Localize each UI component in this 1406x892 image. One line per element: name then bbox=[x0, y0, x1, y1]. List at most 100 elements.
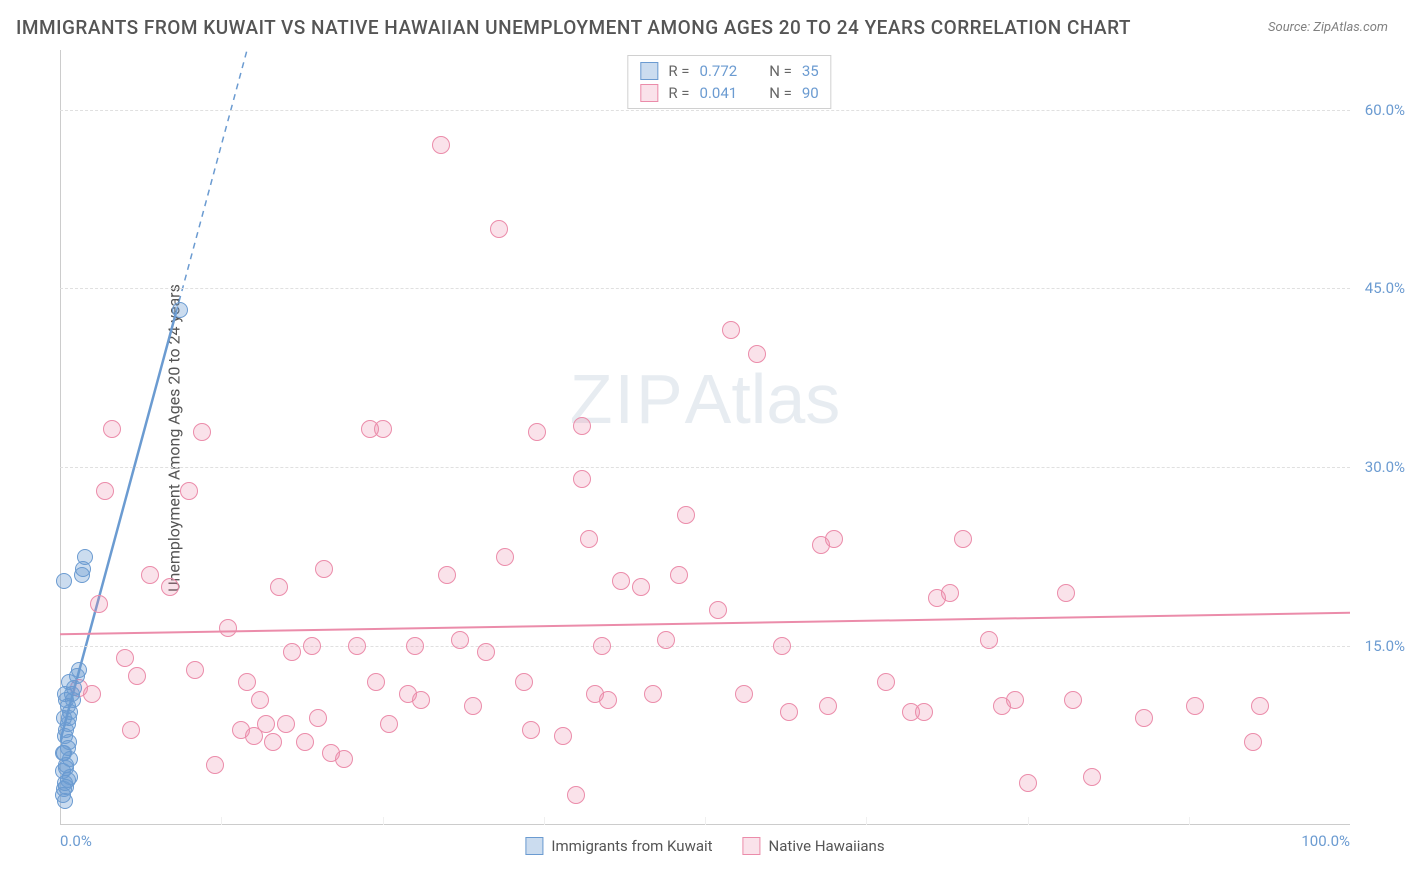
x-tick-label: 0.0% bbox=[60, 832, 92, 850]
data-point bbox=[825, 530, 843, 548]
data-point bbox=[1057, 584, 1075, 602]
legend-swatch bbox=[640, 62, 658, 80]
legend-r-label: R = bbox=[668, 84, 689, 102]
data-point bbox=[1251, 697, 1269, 715]
data-point bbox=[1006, 691, 1024, 709]
data-point bbox=[941, 584, 959, 602]
data-point bbox=[116, 649, 134, 667]
data-point bbox=[57, 686, 73, 702]
data-point bbox=[367, 673, 385, 691]
data-point bbox=[206, 756, 224, 774]
data-point bbox=[735, 685, 753, 703]
chart-title: IMMIGRANTS FROM KUWAIT VS NATIVE HAWAIIA… bbox=[16, 16, 1131, 39]
data-point bbox=[567, 786, 585, 804]
legend-series-item: Immigrants from Kuwait bbox=[525, 837, 712, 855]
data-point bbox=[709, 601, 727, 619]
y-tick-label: 45.0% bbox=[1365, 279, 1405, 297]
data-point bbox=[954, 530, 972, 548]
data-point bbox=[1186, 697, 1204, 715]
data-point bbox=[186, 661, 204, 679]
data-point bbox=[438, 566, 456, 584]
data-point bbox=[748, 345, 766, 363]
legend-swatch bbox=[525, 837, 543, 855]
legend-series: Immigrants from Kuwait Native Hawaiians bbox=[525, 837, 884, 855]
data-point bbox=[56, 710, 72, 726]
watermark: ZIPAtlas bbox=[570, 359, 841, 439]
legend-n-value: 35 bbox=[802, 62, 819, 80]
y-tick-label: 15.0% bbox=[1365, 637, 1405, 655]
grid-line-y bbox=[60, 646, 1350, 647]
data-point bbox=[1135, 709, 1153, 727]
data-point bbox=[915, 703, 933, 721]
x-minor-tick bbox=[866, 817, 867, 825]
data-point bbox=[90, 595, 108, 613]
data-point bbox=[780, 703, 798, 721]
data-point bbox=[477, 643, 495, 661]
data-point bbox=[877, 673, 895, 691]
data-point bbox=[303, 637, 321, 655]
data-point bbox=[612, 572, 630, 590]
data-point bbox=[56, 573, 72, 589]
data-point bbox=[180, 482, 198, 500]
trend-lines-svg bbox=[60, 50, 1350, 825]
data-point bbox=[464, 697, 482, 715]
data-point bbox=[103, 420, 121, 438]
watermark-suffix: Atlas bbox=[685, 360, 841, 438]
data-point bbox=[490, 220, 508, 238]
legend-series-item: Native Hawaiians bbox=[743, 837, 885, 855]
legend-n-label: N = bbox=[769, 62, 792, 80]
x-minor-tick bbox=[221, 817, 222, 825]
data-point bbox=[528, 423, 546, 441]
data-point bbox=[722, 321, 740, 339]
source-attribution: Source: ZipAtlas.com bbox=[1268, 20, 1388, 35]
data-point bbox=[277, 715, 295, 733]
data-point bbox=[599, 691, 617, 709]
data-point bbox=[238, 673, 256, 691]
data-point bbox=[432, 136, 450, 154]
chart-area: Unemployment Among Ages 20 to 24 years Z… bbox=[50, 50, 1350, 825]
grid-line-y bbox=[60, 110, 1350, 111]
data-point bbox=[374, 420, 392, 438]
data-point bbox=[172, 302, 188, 318]
data-point bbox=[515, 673, 533, 691]
data-point bbox=[412, 691, 430, 709]
data-point bbox=[1083, 768, 1101, 786]
data-point bbox=[406, 637, 424, 655]
data-point bbox=[83, 685, 101, 703]
data-point bbox=[335, 750, 353, 768]
data-point bbox=[128, 667, 146, 685]
y-tick-label: 30.0% bbox=[1365, 458, 1405, 476]
data-point bbox=[522, 721, 540, 739]
grid-line-y bbox=[60, 288, 1350, 289]
x-minor-tick bbox=[544, 817, 545, 825]
data-point bbox=[1244, 733, 1262, 751]
data-point bbox=[496, 548, 514, 566]
x-minor-tick bbox=[1028, 817, 1029, 825]
data-point bbox=[96, 482, 114, 500]
data-point bbox=[141, 566, 159, 584]
legend-n-label: N = bbox=[769, 84, 792, 102]
data-point bbox=[348, 637, 366, 655]
data-point bbox=[819, 697, 837, 715]
x-minor-tick bbox=[383, 817, 384, 825]
data-point bbox=[451, 631, 469, 649]
data-point bbox=[593, 637, 611, 655]
data-point bbox=[60, 772, 76, 788]
legend-series-label: Native Hawaiians bbox=[769, 837, 885, 855]
data-point bbox=[1019, 774, 1037, 792]
legend-r-label: R = bbox=[668, 62, 689, 80]
legend-swatch bbox=[640, 84, 658, 102]
data-point bbox=[77, 549, 93, 565]
data-point bbox=[257, 715, 275, 733]
data-point bbox=[251, 691, 269, 709]
data-point bbox=[573, 470, 591, 488]
data-point bbox=[677, 506, 695, 524]
x-minor-tick bbox=[1189, 817, 1190, 825]
data-point bbox=[264, 733, 282, 751]
data-point bbox=[670, 566, 688, 584]
legend-correlation-row: R = 0.772 N = 35 bbox=[640, 60, 818, 82]
legend-correlation-row: R = 0.041 N = 90 bbox=[640, 82, 818, 104]
plot-region: ZIPAtlas R = 0.772 N = 35 R = 0.041 N = … bbox=[60, 50, 1350, 825]
data-point bbox=[122, 721, 140, 739]
data-point bbox=[773, 637, 791, 655]
